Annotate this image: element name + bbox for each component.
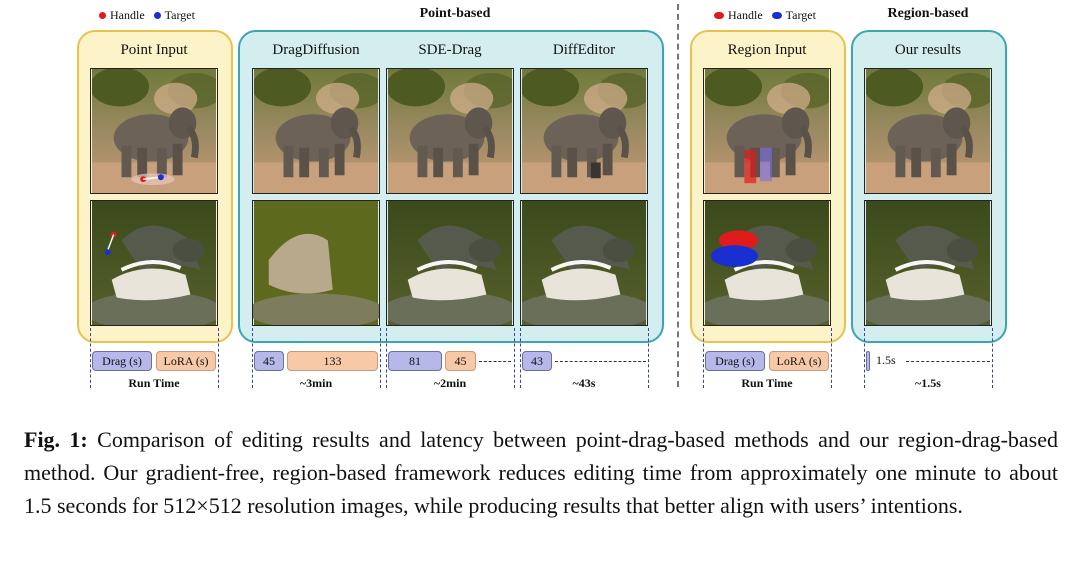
legend-target-label: Target — [164, 8, 195, 22]
elephant-region-input-image — [703, 68, 831, 194]
lora-time-legend: LoRA (s) — [156, 351, 216, 371]
crocodile-sde-drag-image — [386, 200, 514, 326]
guide — [386, 328, 387, 388]
col-title-our-results: Our results — [894, 42, 962, 58]
elephant-our-results-image — [864, 68, 992, 194]
crocodile-region-input-image — [703, 200, 831, 326]
drag-time-legend: Drag (s) — [92, 351, 152, 371]
elephant-point-input-image — [90, 68, 218, 194]
guide — [703, 328, 704, 388]
target-region-icon — [771, 12, 782, 19]
elephant-diffeditor-image — [520, 68, 648, 194]
ours-drag-bar — [866, 351, 870, 371]
elephant-sde-drag-image — [386, 68, 514, 194]
sde-drag-total: ~2min — [433, 376, 467, 390]
section-separator — [677, 4, 679, 387]
guide — [648, 328, 649, 388]
target-dot-icon — [153, 12, 161, 19]
run-time-label-region: Run Time — [741, 376, 793, 390]
guide — [555, 361, 646, 362]
sde-drag-lora-bar: 45 — [445, 351, 476, 371]
ours-time-value: 1.5s — [876, 353, 896, 367]
col-title-point-input: Point Input — [120, 42, 188, 58]
figure-caption: Fig. 1: Comparison of editing results an… — [24, 423, 1058, 522]
diffeditor-total: ~43s — [572, 376, 596, 390]
guide — [992, 328, 993, 388]
lora-time-legend-region: LoRA (s) — [769, 351, 829, 371]
sde-drag-drag-bar: 81 — [388, 351, 442, 371]
elephant-dragdiffusion-image — [252, 68, 380, 194]
drag-time-legend-region: Drag (s) — [705, 351, 765, 371]
guide — [864, 328, 865, 388]
col-title-region-input: Region Input — [727, 42, 807, 58]
region-based-title: Region-based — [887, 6, 969, 21]
caption-text: Comparison of editing results and latenc… — [24, 427, 1058, 518]
legend-region: Handle Target — [714, 8, 816, 23]
run-time-label: Run Time — [128, 376, 180, 390]
guide — [520, 328, 521, 388]
guide — [514, 328, 515, 388]
crocodile-our-results-image — [864, 200, 992, 326]
crocodile-diffeditor-image — [520, 200, 648, 326]
legend-region-target-label: Target — [785, 8, 816, 22]
col-title-dragdiffusion: DragDiffusion — [272, 42, 360, 58]
dragdiffusion-drag-bar: 45 — [254, 351, 284, 371]
crocodile-dragdiffusion-image — [252, 200, 380, 326]
guide — [906, 361, 990, 362]
col-title-sde-drag: SDE-Drag — [418, 42, 482, 58]
legend-region-handle-label: Handle — [728, 8, 763, 22]
ours-total: ~1.5s — [915, 376, 941, 390]
dragdiffusion-total: ~3min — [299, 376, 333, 390]
handle-region-icon — [714, 12, 724, 19]
guide — [90, 328, 91, 388]
guide — [831, 328, 832, 388]
point-based-title: Point-based — [419, 6, 491, 21]
guide — [252, 328, 253, 388]
legend-point: Handle Target — [99, 8, 195, 23]
diffeditor-drag-bar: 43 — [522, 351, 552, 371]
guide — [380, 328, 381, 388]
crocodile-point-input-image — [90, 200, 218, 326]
guide — [218, 328, 219, 388]
handle-dot-icon — [99, 12, 106, 19]
legend-handle-label: Handle — [110, 8, 145, 22]
dragdiffusion-lora-bar: 133 — [287, 351, 378, 371]
caption-label: Fig. 1: — [24, 427, 88, 452]
guide — [479, 361, 511, 362]
col-title-diffeditor: DiffEditor — [552, 42, 616, 58]
